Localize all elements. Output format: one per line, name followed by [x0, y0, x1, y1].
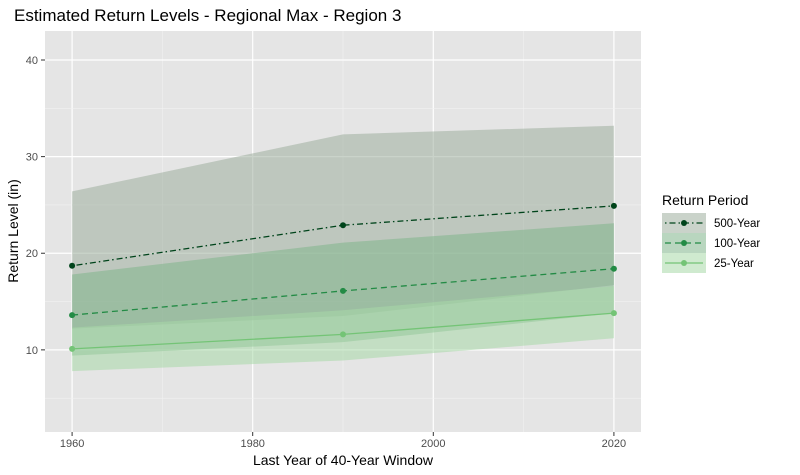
point-100-year — [69, 312, 76, 319]
legend-label-100-year: 100-Year — [714, 238, 760, 250]
x-tick-label: 2000 — [421, 438, 445, 450]
x-tick-label: 1980 — [240, 438, 264, 450]
series-points — [69, 202, 617, 352]
point-25-year — [610, 310, 617, 317]
chart-title: Estimated Return Levels - Regional Max -… — [14, 6, 401, 25]
point-500-year — [69, 262, 76, 269]
y-tick-label: 40 — [26, 55, 38, 67]
y-axis-ticks: 10 20 30 40 — [26, 55, 45, 357]
legend-label-25-year: 25-Year — [714, 258, 754, 270]
x-axis-title: Last Year of 40-Year Window — [253, 452, 434, 468]
legend-label-500-year: 500-Year — [714, 218, 760, 230]
legend-items: 500-Year 100-Year 25-Year — [662, 213, 760, 273]
x-tick-label: 2020 — [602, 438, 626, 450]
x-axis-ticks: 1960 1980 2000 2020 — [60, 432, 626, 450]
point-500-year — [610, 202, 617, 209]
point-100-year — [610, 265, 617, 272]
legend-point-100-year — [681, 240, 687, 246]
point-500-year — [340, 222, 346, 229]
legend-point-500-year — [681, 220, 687, 226]
x-tick-label: 1960 — [60, 438, 84, 450]
point-25-year — [69, 345, 76, 352]
band-25-year — [72, 286, 614, 372]
legend-point-25-year — [681, 260, 687, 266]
point-100-year — [340, 287, 346, 294]
y-tick-label: 20 — [26, 248, 38, 260]
y-tick-label: 10 — [26, 345, 38, 357]
legend: Return Period 500-Year 100-Year 25-Year — [662, 192, 760, 273]
y-tick-label: 30 — [26, 152, 38, 164]
line-500-year — [71, 205, 614, 267]
y-axis-title: Return Level (in) — [5, 179, 21, 283]
legend-title: Return Period — [662, 192, 748, 208]
point-25-year — [340, 331, 346, 338]
